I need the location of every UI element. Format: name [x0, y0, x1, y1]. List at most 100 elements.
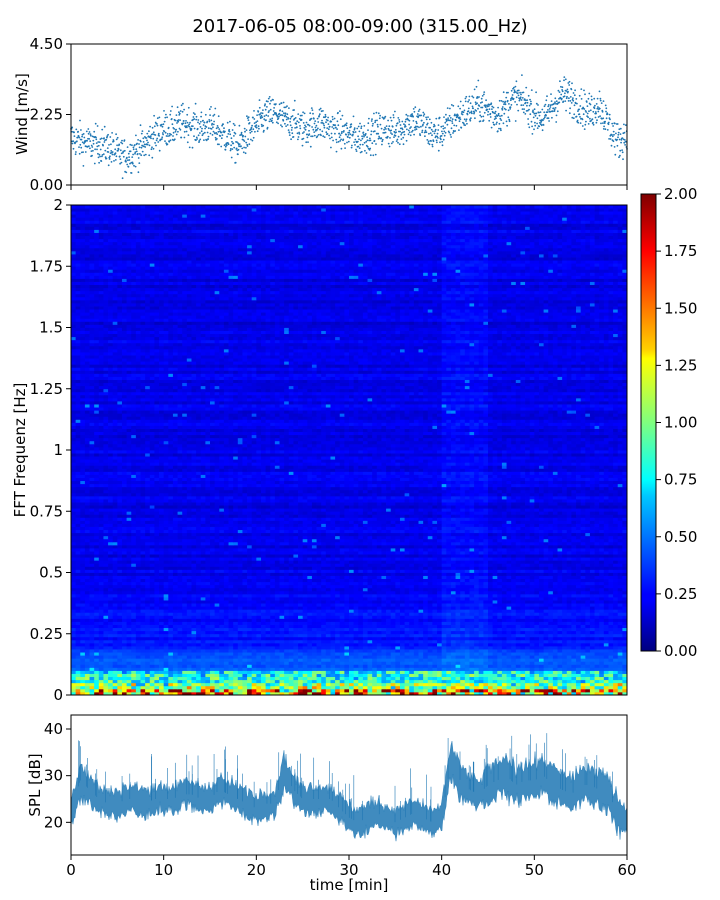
wind-point — [521, 74, 523, 76]
spectrogram-cell — [210, 630, 216, 635]
spectrogram-cell — [274, 685, 280, 690]
spectrogram-cell — [437, 624, 443, 629]
wind-point — [324, 113, 327, 116]
wind-point — [135, 150, 138, 153]
spectrogram-cell — [395, 624, 401, 629]
wind-point — [399, 124, 402, 126]
wind-point — [388, 145, 391, 148]
wind-point — [567, 90, 569, 93]
spectrogram-cell — [603, 661, 609, 665]
wind-point — [80, 146, 83, 149]
wind-point — [116, 144, 118, 147]
spectrogram-cell — [307, 679, 313, 684]
spectrogram-cell — [293, 642, 299, 647]
wind-point — [317, 134, 320, 136]
wind-point — [260, 123, 263, 126]
spectrogram-cell — [562, 639, 568, 644]
wind-point — [491, 105, 494, 108]
spectrogram-cell — [210, 612, 216, 616]
spectrogram-cell — [302, 661, 308, 665]
wind-point — [507, 91, 509, 94]
spectrogram-cell — [112, 661, 118, 665]
spectrogram-cell — [159, 618, 165, 622]
wind-point — [229, 149, 232, 152]
spectrogram-cell — [307, 633, 313, 638]
wind-point — [298, 118, 301, 120]
spectrogram-cell — [501, 639, 507, 644]
spectrogram-cell — [543, 618, 549, 622]
wind-point — [467, 100, 469, 103]
wind-point — [156, 124, 159, 127]
spectrogram-cell — [585, 618, 591, 622]
wind-point — [339, 110, 341, 112]
spectrogram-cell — [330, 624, 336, 629]
spectrogram-cell — [168, 685, 174, 690]
wind-point — [363, 141, 366, 144]
wind-point — [323, 126, 326, 129]
wind-point — [318, 108, 321, 111]
spectrogram-cell — [446, 621, 452, 625]
spectrogram-cell — [603, 658, 609, 662]
spectrogram-cell — [409, 664, 415, 668]
spectrogram-cell — [186, 658, 192, 662]
spectrogram-cell — [75, 636, 81, 641]
spectrogram-cell — [525, 682, 531, 687]
spectrogram-cell — [358, 682, 364, 687]
spectrogram-cell — [497, 655, 503, 659]
spectrogram-cell — [580, 652, 586, 656]
spectrogram-cell — [293, 685, 299, 690]
spectrogram-cell — [186, 642, 192, 647]
wind-point — [476, 102, 478, 105]
wind-point — [563, 76, 566, 78]
spectrogram-cell — [515, 658, 521, 662]
spectrogram-cell — [149, 646, 155, 650]
spectrogram-cell — [237, 688, 243, 693]
spectrogram-cell — [131, 667, 137, 671]
spectrogram-cell — [474, 646, 480, 650]
spectrogram-cell — [464, 636, 470, 641]
spectrogram-cell — [562, 685, 568, 690]
spectrogram-cell — [529, 667, 535, 671]
spectrogram-cell — [381, 679, 387, 684]
spectrogram-cell — [228, 624, 234, 629]
spectrogram-cell — [233, 618, 239, 622]
spectrogram-cell — [302, 639, 308, 644]
spectrogram-cell — [353, 633, 359, 638]
spectrogram-cell — [358, 652, 364, 656]
spectrogram-cell — [163, 664, 169, 668]
spectrogram-cell — [149, 627, 155, 632]
spectrogram-cell — [135, 679, 141, 684]
spectrogram-cell — [302, 658, 308, 662]
spectrogram-cell — [437, 658, 443, 662]
wind-point — [156, 117, 159, 120]
wind-point — [472, 96, 475, 99]
spectrogram-cell — [219, 615, 225, 619]
spectrogram-cell — [478, 618, 484, 622]
spectrogram-cell — [284, 642, 290, 647]
wind-point — [457, 105, 460, 108]
spectrogram-cell — [94, 667, 100, 671]
spectrogram-cell — [135, 661, 141, 665]
spectrogram-cell — [381, 649, 387, 653]
spectrogram-cell — [214, 621, 220, 625]
wind-point — [195, 136, 198, 139]
wind-point — [131, 162, 134, 165]
wind-point — [411, 113, 414, 115]
wind-point — [347, 136, 349, 139]
spectrogram-cell — [247, 652, 253, 656]
wind-point — [428, 132, 430, 135]
spectrogram-cell — [251, 621, 257, 625]
spectrogram-cell — [126, 630, 132, 635]
spectrogram-cell — [501, 646, 507, 650]
spectrogram-cell — [214, 652, 220, 656]
spectrogram-cell — [497, 639, 503, 644]
spectrogram-cell — [288, 630, 294, 635]
wind-point — [599, 115, 601, 117]
spectrogram-cell — [344, 670, 350, 674]
spectrogram-cell — [94, 630, 100, 635]
spectrogram-cell — [580, 676, 586, 681]
spectrogram-cell — [196, 664, 202, 668]
spectrogram-cell — [75, 673, 81, 678]
wind-point — [379, 123, 382, 126]
spectrogram-cell — [242, 630, 248, 635]
